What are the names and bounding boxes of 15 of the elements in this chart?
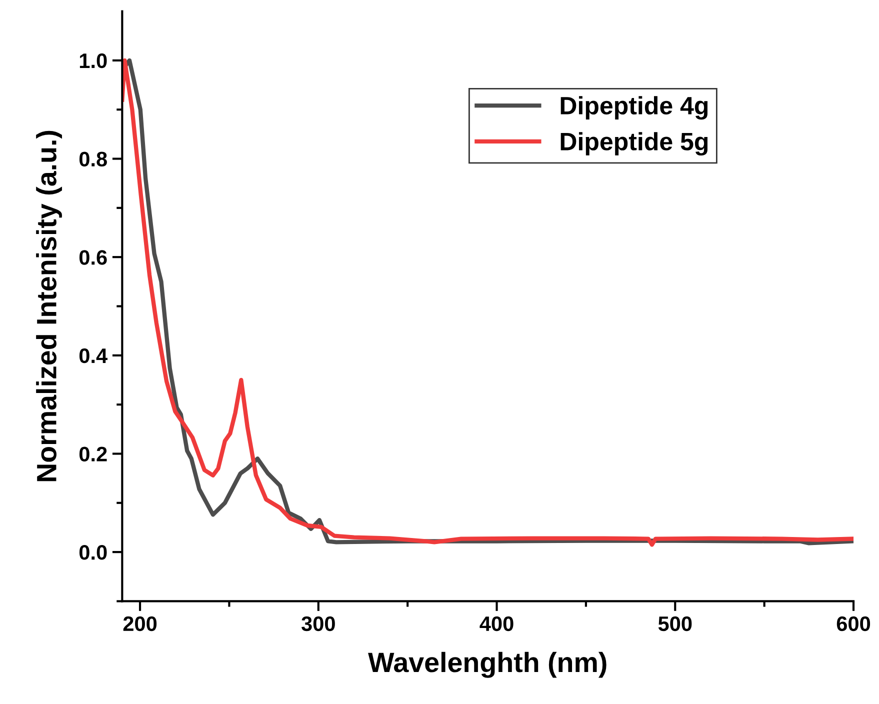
- y-tick-label: 0.2: [79, 446, 107, 462]
- y-tick-label: 0.0: [79, 545, 107, 560]
- y-tick-label: 0.8: [79, 152, 107, 167]
- y-tick-label: 0.6: [79, 250, 107, 265]
- x-tick-label: 500: [658, 616, 692, 632]
- x-axis-title: Wavelenghth (nm): [368, 652, 606, 678]
- legend-label: Dipeptide 4g: [560, 96, 708, 120]
- legend-label: Dipeptide 5g: [560, 132, 708, 156]
- y-axis-title: Normalized Intenisity (a.u.): [36, 130, 62, 482]
- y-tick-label: 1.0: [80, 53, 107, 68]
- x-tick-label: 400: [480, 616, 514, 632]
- y-tick-label: 0.4: [79, 348, 108, 364]
- x-tick-label: 600: [836, 616, 870, 632]
- x-tick-label: 300: [301, 616, 335, 632]
- x-tick-label: 200: [123, 616, 157, 632]
